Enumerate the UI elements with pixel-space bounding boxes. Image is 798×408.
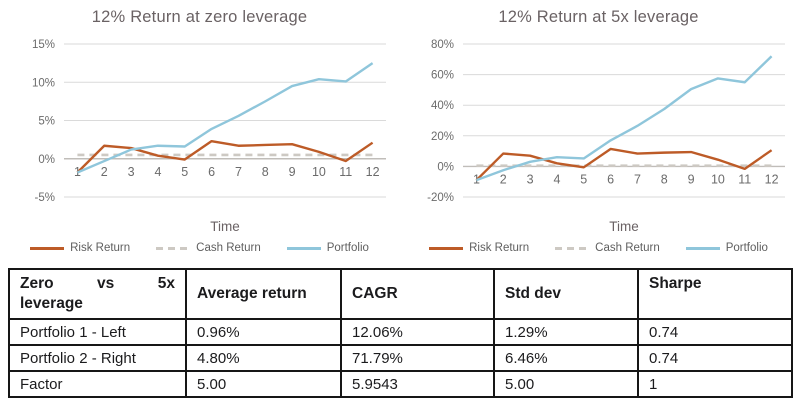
svg-text:12: 12 [765, 172, 779, 186]
svg-text:2: 2 [101, 165, 108, 179]
cell-average-return: 4.80% [185, 344, 342, 372]
chart-title-zero-leverage: 12% Return at zero leverage [91, 8, 308, 26]
svg-text:40%: 40% [431, 100, 454, 112]
portfolio-line-swatch [286, 246, 321, 250]
svg-text:Time: Time [210, 219, 240, 234]
table-header-row: Zero vs 5x leverage Average return CAGR … [8, 268, 793, 320]
corner-header-line1: Zero vs 5x [20, 275, 175, 292]
svg-text:Time: Time [609, 219, 639, 234]
svg-text:6: 6 [607, 172, 614, 186]
portfolio-line-swatch [685, 246, 720, 250]
svg-text:5: 5 [181, 165, 188, 179]
svg-text:10: 10 [711, 172, 725, 186]
legend-label-cash-return: Cash Return [196, 242, 261, 254]
cell-cagr: 12.06% [340, 318, 495, 346]
corner-header-line2: leverage [20, 295, 83, 312]
svg-text:3: 3 [128, 165, 135, 179]
row-label: Factor [8, 370, 187, 398]
chart-legend-zero-leverage: Risk Return Cash Return Portfolio [0, 238, 399, 258]
svg-text:15%: 15% [32, 39, 55, 51]
chart-block-5x-leverage: 12% Return at 5x leverage 80% 60% 40% 20% 0%… [399, 0, 798, 258]
col-header-std-dev: Std dev [493, 268, 639, 320]
svg-text:-5%: -5% [35, 192, 55, 204]
col-header-average-return: Average return [185, 268, 342, 320]
svg-text:7: 7 [634, 172, 641, 186]
svg-text:12: 12 [366, 165, 380, 179]
svg-text:80%: 80% [431, 39, 454, 51]
legend-item-portfolio: Portfolio [286, 242, 369, 254]
svg-text:5%: 5% [38, 116, 55, 128]
svg-text:7: 7 [235, 165, 242, 179]
svg-text:3: 3 [527, 172, 534, 186]
stats-table: Zero vs 5x leverage Average return CAGR … [8, 268, 793, 398]
legend-label-risk-return: Risk Return [469, 242, 530, 254]
row-label: Portfolio 2 - Right [8, 344, 187, 372]
legend-item-cash-return: Cash Return [555, 242, 660, 254]
col-header-cagr: CAGR [340, 268, 495, 320]
svg-text:11: 11 [738, 172, 751, 186]
svg-text:20%: 20% [431, 131, 454, 143]
cell-sharpe: 0.74 [637, 318, 793, 346]
svg-text:60%: 60% [431, 70, 454, 82]
cell-sharpe: 1 [637, 370, 793, 398]
table-corner-header: Zero vs 5x leverage [8, 268, 187, 320]
chart-legend-5x-leverage: Risk Return Cash Return Portfolio [399, 238, 798, 258]
cell-sharpe: 0.74 [637, 344, 793, 372]
charts-row: 12% Return at zero leverage 15% 10% 5% 0% -5… [0, 0, 798, 258]
chart-title-5x-leverage: 12% Return at 5x leverage [498, 8, 699, 26]
svg-text:-20%: -20% [427, 192, 454, 204]
legend-item-risk-return: Risk Return [429, 242, 529, 254]
svg-text:5: 5 [580, 172, 587, 186]
table-row-portfolio-1: Portfolio 1 - Left 0.96% 12.06% 1.29% 0.… [8, 318, 793, 346]
svg-text:2: 2 [500, 172, 507, 186]
legend-item-portfolio: Portfolio [685, 242, 768, 254]
cell-cagr: 5.9543 [340, 370, 495, 398]
risk-return-line-swatch [30, 246, 65, 250]
svg-text:9: 9 [289, 165, 296, 179]
table-row-portfolio-2: Portfolio 2 - Right 4.80% 71.79% 6.46% 0… [8, 344, 793, 372]
legend-label-portfolio: Portfolio [326, 242, 369, 254]
cell-std-dev: 6.46% [493, 344, 639, 372]
cell-std-dev: 5.00 [493, 370, 639, 398]
cell-cagr: 71.79% [340, 344, 495, 372]
svg-text:0%: 0% [437, 161, 454, 173]
chart-block-zero-leverage: 12% Return at zero leverage 15% 10% 5% 0% -5… [0, 0, 399, 258]
svg-text:4: 4 [553, 172, 560, 186]
legend-label-risk-return: Risk Return [70, 242, 131, 254]
cash-return-dashed-swatch [555, 246, 590, 250]
legend-item-cash-return: Cash Return [156, 242, 261, 254]
svg-text:11: 11 [339, 165, 352, 179]
svg-text:6: 6 [208, 165, 215, 179]
svg-text:8: 8 [262, 165, 269, 179]
cell-std-dev: 1.29% [493, 318, 639, 346]
legend-item-risk-return: Risk Return [30, 242, 130, 254]
svg-text:9: 9 [688, 172, 695, 186]
cell-average-return: 0.96% [185, 318, 342, 346]
col-header-sharpe: Sharpe [637, 268, 793, 320]
svg-text:0%: 0% [38, 154, 55, 166]
svg-text:10: 10 [312, 165, 326, 179]
svg-text:8: 8 [661, 172, 668, 186]
legend-label-cash-return: Cash Return [595, 242, 660, 254]
table-row-factor: Factor 5.00 5.9543 5.00 1 [8, 370, 793, 398]
svg-text:4: 4 [154, 165, 161, 179]
cash-return-dashed-swatch [156, 246, 191, 250]
cell-average-return: 5.00 [185, 370, 342, 398]
row-label: Portfolio 1 - Left [8, 318, 187, 346]
svg-text:10%: 10% [32, 77, 55, 89]
legend-label-portfolio: Portfolio [725, 242, 768, 254]
risk-return-line-swatch [429, 246, 464, 250]
